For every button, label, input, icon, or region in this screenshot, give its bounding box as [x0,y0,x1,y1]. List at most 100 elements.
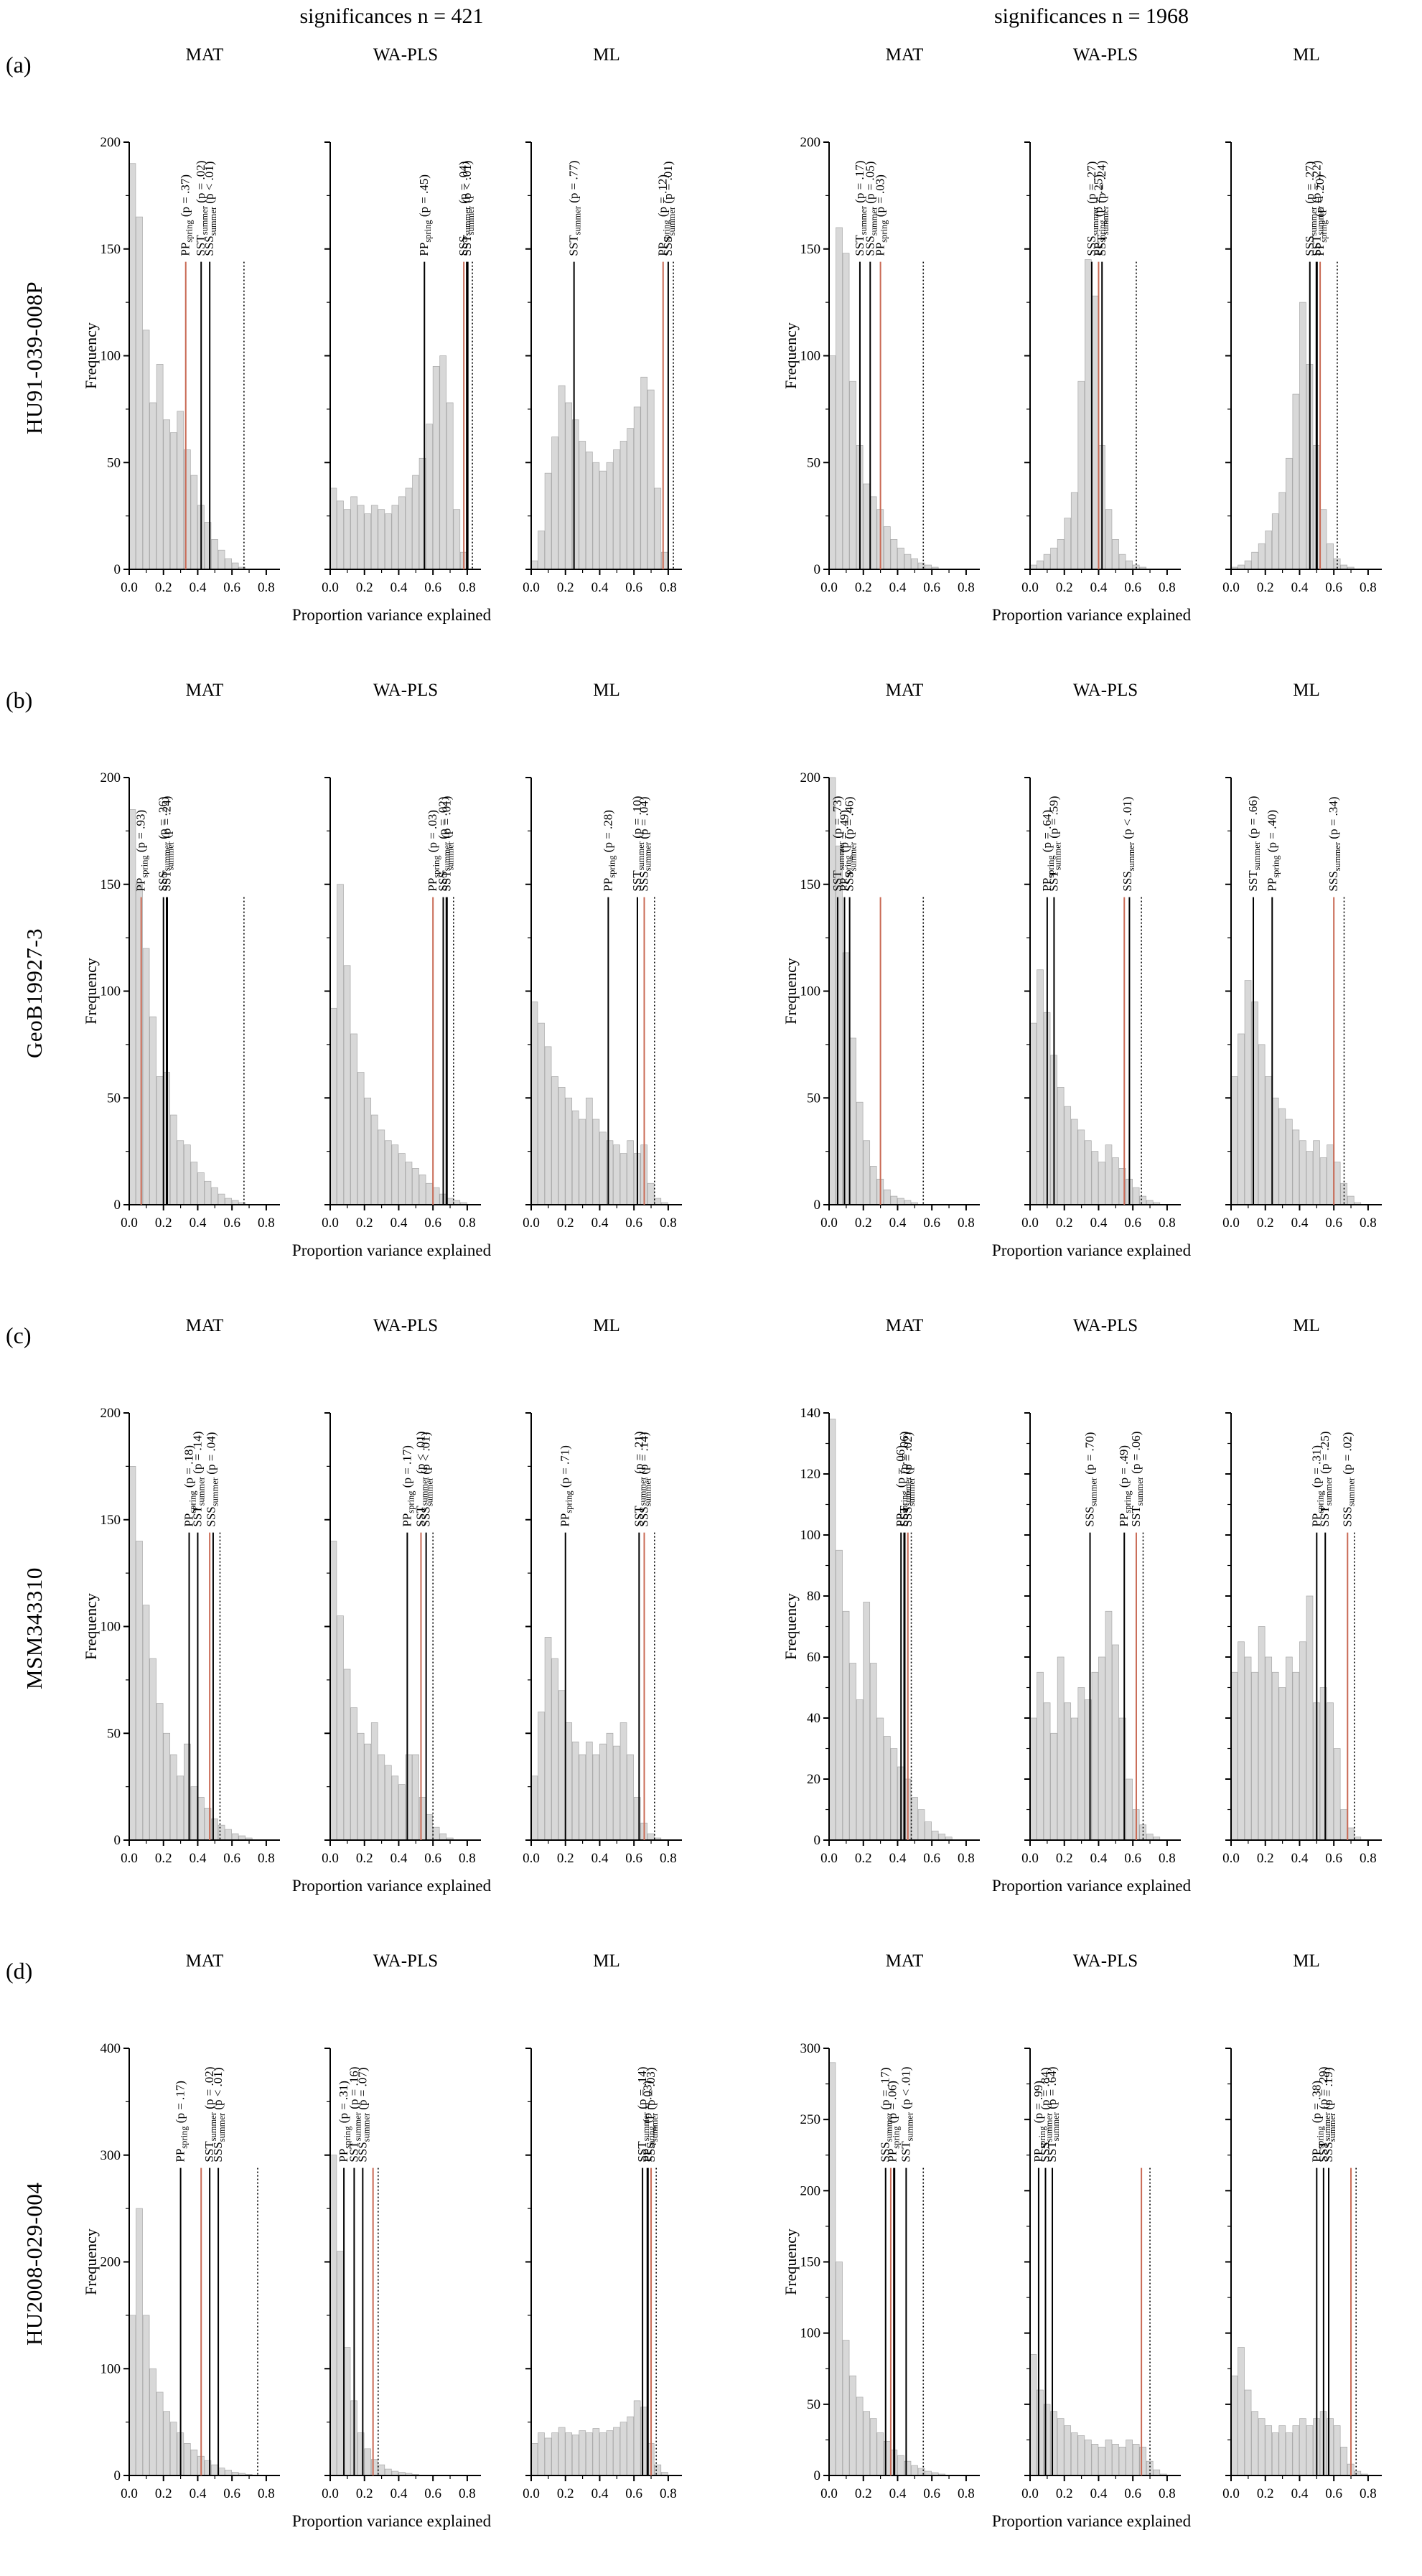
x-tick-label: 0.8 [1159,2486,1176,2501]
histogram-bar [1238,2347,1245,2476]
histogram-bar [1132,2444,1140,2476]
histogram-bar [1271,513,1279,570]
histogram-bar [530,1002,538,1205]
histogram-bar [579,1754,586,1841]
histogram-bar [1105,1610,1113,1841]
histogram-bar [1029,1717,1037,1841]
histogram-bar [911,558,918,570]
x-tick-label: 0.8 [958,1851,975,1866]
histogram-bar [343,2347,351,2476]
histogram-bar [1139,2446,1147,2476]
x-tick-label: 0.6 [424,2486,441,2501]
x-tick-label: 0.2 [1056,1851,1073,1866]
x-axis-label: Proportion variance explained [291,1241,492,1259]
x-tick-label: 0.2 [855,2486,872,2501]
histogram-bar [453,509,461,570]
site-label: HU91-039-008P [22,281,47,434]
histogram-bar [897,2455,904,2476]
histogram-bar [357,1072,365,1205]
histogram-bar [357,505,365,570]
histogram-bar [1091,2444,1099,2476]
histogram-bar [1340,1182,1348,1205]
histogram-bar [876,1717,884,1841]
histogram-bar [586,1741,593,1841]
histogram-bar [551,1658,558,1841]
histogram-bar [938,1834,946,1841]
histogram-bar [1278,2425,1286,2476]
x-axis-label: Proportion variance explained [991,1241,1192,1259]
histogram-bar [849,1663,856,1841]
histogram-bar [1118,554,1126,570]
x-axis-label: Proportion variance explained [291,606,492,624]
x-tick-label: 0.8 [1360,580,1377,595]
histogram-bar [446,402,454,570]
histogram-bar [654,1198,662,1205]
x-tick-label: 0.0 [1222,580,1240,595]
histogram-bar [136,1541,143,1841]
histogram-bar [1085,1140,1092,1205]
histogram-bar [1333,1162,1341,1205]
x-tick-label: 0.8 [1159,1215,1176,1231]
histogram-bar [439,355,447,570]
histogram-bar [661,551,668,570]
x-tick-label: 0.0 [1021,1851,1039,1866]
histogram-bar [1029,1022,1037,1205]
y-tick-label: 120 [800,1467,821,1482]
x-tick-label: 0.6 [625,1851,642,1866]
y-tick-label: 50 [107,1726,121,1741]
histogram-bar [544,472,552,570]
x-tick-label: 0.6 [1124,1851,1141,1866]
histogram-bar [586,452,593,570]
variable-significance-annotation: SSTsummer (p = .59) [1047,796,1062,892]
histogram-bar [842,2340,850,2476]
x-tick-label: 0.8 [459,1215,476,1231]
histogram-bar [1278,492,1286,570]
histogram-bar [128,2315,136,2476]
histogram-bar [217,549,225,570]
x-tick-label: 0.4 [591,1215,609,1231]
histogram-bar [1043,1702,1051,1841]
histogram-bar [156,2391,164,2476]
histogram-bar [231,562,239,570]
histogram-bar [599,1743,607,1841]
histogram-bar [654,2464,662,2476]
histogram-bar [350,1707,357,1841]
histogram-bar [1085,2440,1092,2476]
method-title: ML [1293,1316,1320,1335]
x-axis-label: Proportion variance explained [291,2512,492,2530]
histogram-bar [370,1114,378,1205]
x-tick-label: 0.4 [190,1851,207,1866]
x-tick-label: 0.0 [121,2486,138,2501]
histogram-bar [1258,1626,1266,1841]
y-tick-label: 200 [800,770,821,785]
x-tick-label: 0.6 [1124,2486,1141,2501]
y-tick-label: 0 [814,1833,821,1848]
column-group-title-n1968: significances n = 1968 [993,4,1189,28]
histogram-bar [225,2470,232,2476]
x-tick-label: 0.6 [223,1851,240,1866]
histogram-bar [613,2427,620,2476]
histogram-bar [1091,1671,1099,1841]
histogram-bar [329,1007,337,1205]
figure-row: (a) HU91-039-008P MAT 0 50 100 150 200 0.0 0.2 0.4… [0,34,1422,670]
histogram-bar [884,1736,891,1841]
histogram-bar [418,1174,426,1205]
histogram-bar [1251,1671,1258,1841]
histogram-bar [398,1153,406,1205]
histogram-panel: WA-PLS 0.0 0.2 0.4 0.6 0.8 SSSsummer (p = .70)… [1021,1316,1181,1866]
histogram-bar [1327,1144,1334,1205]
x-tick-label: 0.2 [1056,2486,1073,2501]
x-tick-label: 0.2 [155,1215,172,1231]
histogram-bar [884,526,891,570]
x-tick-label: 0.0 [121,580,138,595]
x-tick-label: 0.2 [356,1851,373,1866]
y-tick-label: 0 [814,2468,821,2483]
y-tick-label: 150 [100,1513,121,1528]
x-tick-label: 0.8 [459,2486,476,2501]
histogram-bar [633,2400,641,2476]
method-title: WA-PLS [1073,1316,1138,1335]
x-tick-label: 0.6 [1325,1851,1342,1866]
x-tick-label: 0.6 [923,1851,940,1866]
histogram-bar [378,1129,385,1205]
